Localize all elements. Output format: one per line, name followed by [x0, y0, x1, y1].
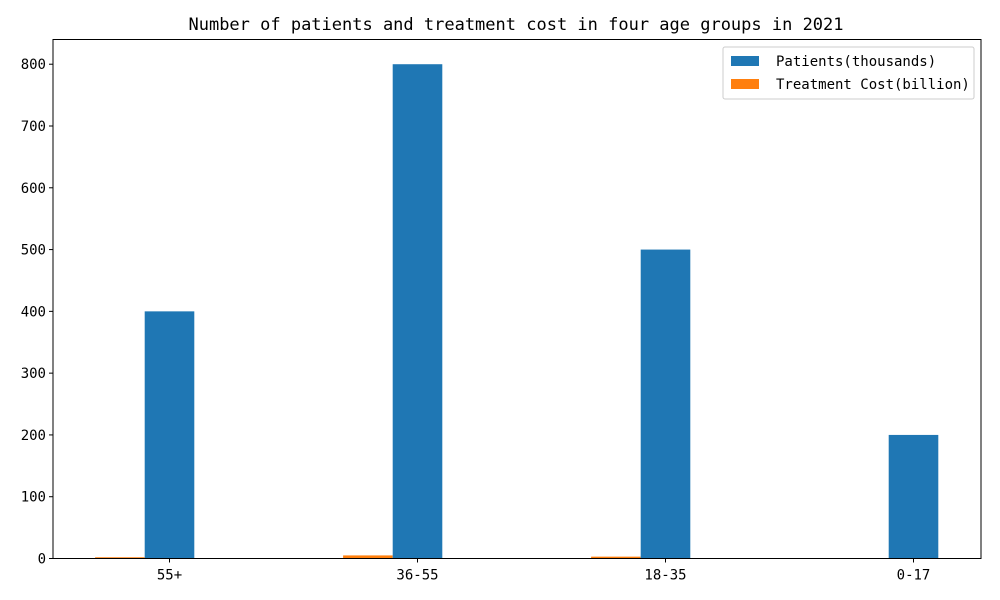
y-axis: 0 100 200 300 400 500 600 700 800 — [21, 57, 53, 568]
y-tick-label: 700 — [21, 119, 46, 135]
plot-frame — [52, 39, 982, 559]
y-tick-label: 0 — [38, 552, 46, 568]
x-tick-label: 0-17 — [897, 568, 931, 584]
y-tick-label: 100 — [21, 490, 46, 506]
bar-treatment-cost — [591, 556, 641, 559]
y-tick-label: 500 — [21, 243, 46, 259]
legend-label-patients: Patients(thousands) — [776, 54, 936, 70]
y-tick-label: 600 — [21, 181, 46, 197]
x-tick-label: 18-35 — [644, 568, 686, 584]
bar-treatment-cost — [95, 557, 145, 559]
y-tick-label: 300 — [21, 366, 46, 382]
bar-patients — [392, 64, 443, 559]
x-tick-label: 55+ — [157, 568, 182, 584]
x-tick-label: 36-55 — [396, 568, 438, 584]
legend-swatch-treatment-cost — [731, 79, 759, 89]
y-tick-label: 200 — [21, 428, 46, 444]
legend: Patients(thousands) Treatment Cost(billi… — [722, 46, 975, 100]
bar-patients — [144, 311, 195, 559]
x-axis: 55+ 36-55 18-35 0-17 — [157, 558, 931, 584]
y-tick-label: 400 — [21, 304, 46, 320]
legend-box — [722, 46, 975, 100]
y-tick-label: 800 — [21, 57, 46, 73]
bar-treatment-cost — [343, 555, 393, 559]
legend-label-treatment-cost: Treatment Cost(billion) — [776, 77, 970, 93]
bar-patients — [640, 249, 691, 559]
legend-swatch-patients — [731, 56, 759, 66]
chart-title: Number of patients and treatment cost in… — [188, 15, 843, 35]
bar-patients — [888, 434, 939, 559]
bars — [95, 64, 939, 559]
